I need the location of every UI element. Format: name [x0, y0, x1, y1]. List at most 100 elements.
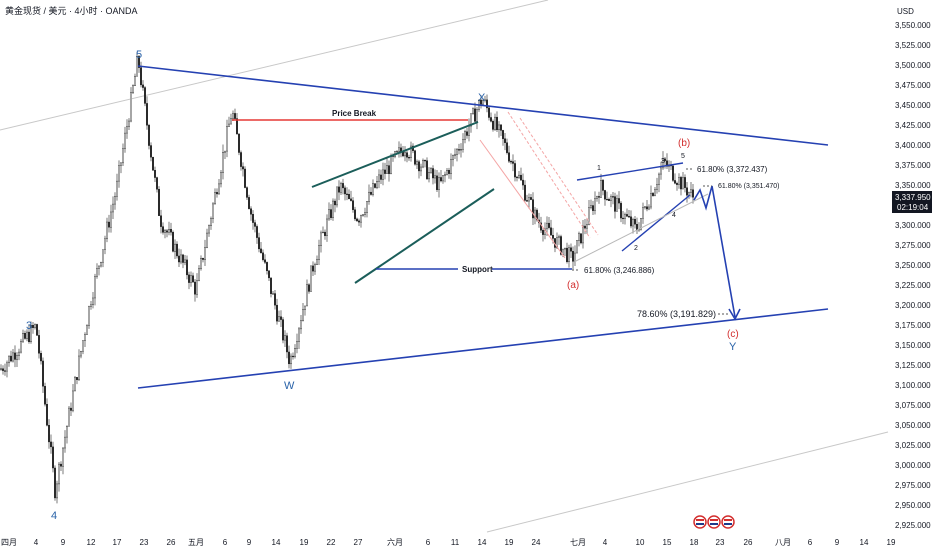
us-flag-icon[interactable]	[693, 515, 707, 529]
candle-body	[217, 183, 220, 195]
candle-body	[113, 196, 116, 205]
candle-body	[644, 206, 647, 208]
candle-body	[592, 205, 595, 211]
price-tick-label: 3,550.000	[895, 21, 931, 30]
candle-body	[125, 126, 128, 134]
time-tick-label: 七月	[570, 538, 586, 547]
time-tick-label: 27	[354, 538, 363, 547]
candle-body	[40, 353, 43, 362]
candle-body	[24, 333, 27, 339]
price-tick-label: 3,075.000	[895, 401, 931, 410]
candle-body	[608, 199, 611, 201]
candle-body	[56, 483, 59, 499]
candle-body	[22, 333, 25, 342]
candle-body	[103, 238, 106, 250]
candle-body	[247, 197, 250, 209]
candle-body	[624, 214, 627, 219]
candle-body	[89, 304, 92, 307]
candle-body	[630, 216, 633, 227]
candle-body	[426, 160, 429, 180]
candle-body	[640, 218, 643, 230]
candle-body	[268, 270, 271, 279]
projected-path	[693, 185, 736, 318]
candle-body	[209, 218, 212, 226]
event-icons[interactable]	[693, 515, 735, 529]
candle-body	[620, 202, 623, 219]
candle-body	[364, 212, 367, 215]
candle-body	[93, 276, 96, 299]
candle-body	[85, 325, 88, 335]
candle-body	[406, 152, 409, 158]
candle-body	[11, 352, 14, 362]
candle-body	[632, 219, 635, 227]
candle-body	[67, 407, 70, 427]
candle-body	[646, 206, 649, 210]
candle-body	[386, 165, 389, 174]
candle-body	[332, 200, 335, 218]
candle-body	[476, 109, 479, 122]
candle-body	[241, 166, 244, 170]
candle-body	[338, 186, 341, 193]
candle-body	[101, 249, 104, 263]
candle-body	[193, 281, 196, 295]
candle-body	[32, 325, 35, 328]
price-tick-label: 2,975.000	[895, 481, 931, 490]
time-tick-label: 14	[272, 538, 281, 547]
candle-body	[5, 362, 8, 372]
candle-body	[213, 192, 216, 205]
support-label: Support	[462, 265, 493, 274]
candle-body	[239, 152, 242, 167]
wave-x-label: X	[478, 92, 486, 104]
candle-body	[75, 377, 78, 381]
candle-body	[596, 196, 599, 199]
candle-body	[388, 165, 391, 174]
price-axis[interactable]: 3,550.000 3,525.000 3,500.000 3,475.000 3,45…	[895, 21, 931, 530]
candle-body	[664, 158, 667, 161]
candle-body	[512, 161, 515, 164]
candle-body	[570, 247, 573, 252]
candle-body	[245, 187, 248, 198]
candle-body	[264, 259, 267, 263]
candle-body	[171, 232, 174, 252]
candle-body	[320, 232, 323, 246]
candle-body	[470, 113, 473, 127]
candle-body	[356, 218, 359, 222]
candle-body	[117, 165, 120, 182]
candle-body	[62, 447, 65, 467]
candle-body	[71, 390, 74, 411]
candle-body	[253, 222, 256, 227]
candle-body	[91, 297, 94, 306]
candle-body	[161, 226, 164, 233]
time-tick-label: 22	[327, 538, 336, 547]
candle-body	[191, 275, 194, 283]
candle-body	[13, 352, 16, 360]
candle-body	[524, 184, 527, 201]
candle-body	[578, 233, 581, 241]
candle-body	[368, 191, 371, 202]
us-flag-icon[interactable]	[721, 515, 735, 529]
candle-body	[344, 187, 347, 195]
time-axis[interactable]: 四月 4 9 12 17 23 26 五月 6 9 14 19 22 27 六月 6 11 14 19 24 七月 4 10…	[1, 537, 896, 547]
candle-body	[374, 183, 377, 188]
us-flag-icon[interactable]	[707, 515, 721, 529]
candle-body	[616, 198, 619, 212]
candle-body	[362, 214, 365, 216]
candle-body	[318, 245, 321, 260]
candle-body	[165, 230, 168, 233]
candle-body	[189, 275, 192, 283]
time-tick-label: 14	[860, 538, 869, 547]
candle-body	[442, 175, 445, 182]
candle-body	[36, 324, 39, 336]
candle-body	[404, 152, 407, 157]
candle-body	[290, 355, 293, 365]
candle-body	[448, 170, 451, 174]
candle-body	[418, 161, 421, 172]
candle-body	[420, 166, 423, 172]
candle-body	[107, 221, 110, 228]
candle-body	[568, 247, 571, 263]
candle-body	[48, 425, 51, 443]
candle-body	[258, 237, 261, 250]
candle-body	[219, 172, 222, 185]
candle-body	[658, 173, 661, 185]
